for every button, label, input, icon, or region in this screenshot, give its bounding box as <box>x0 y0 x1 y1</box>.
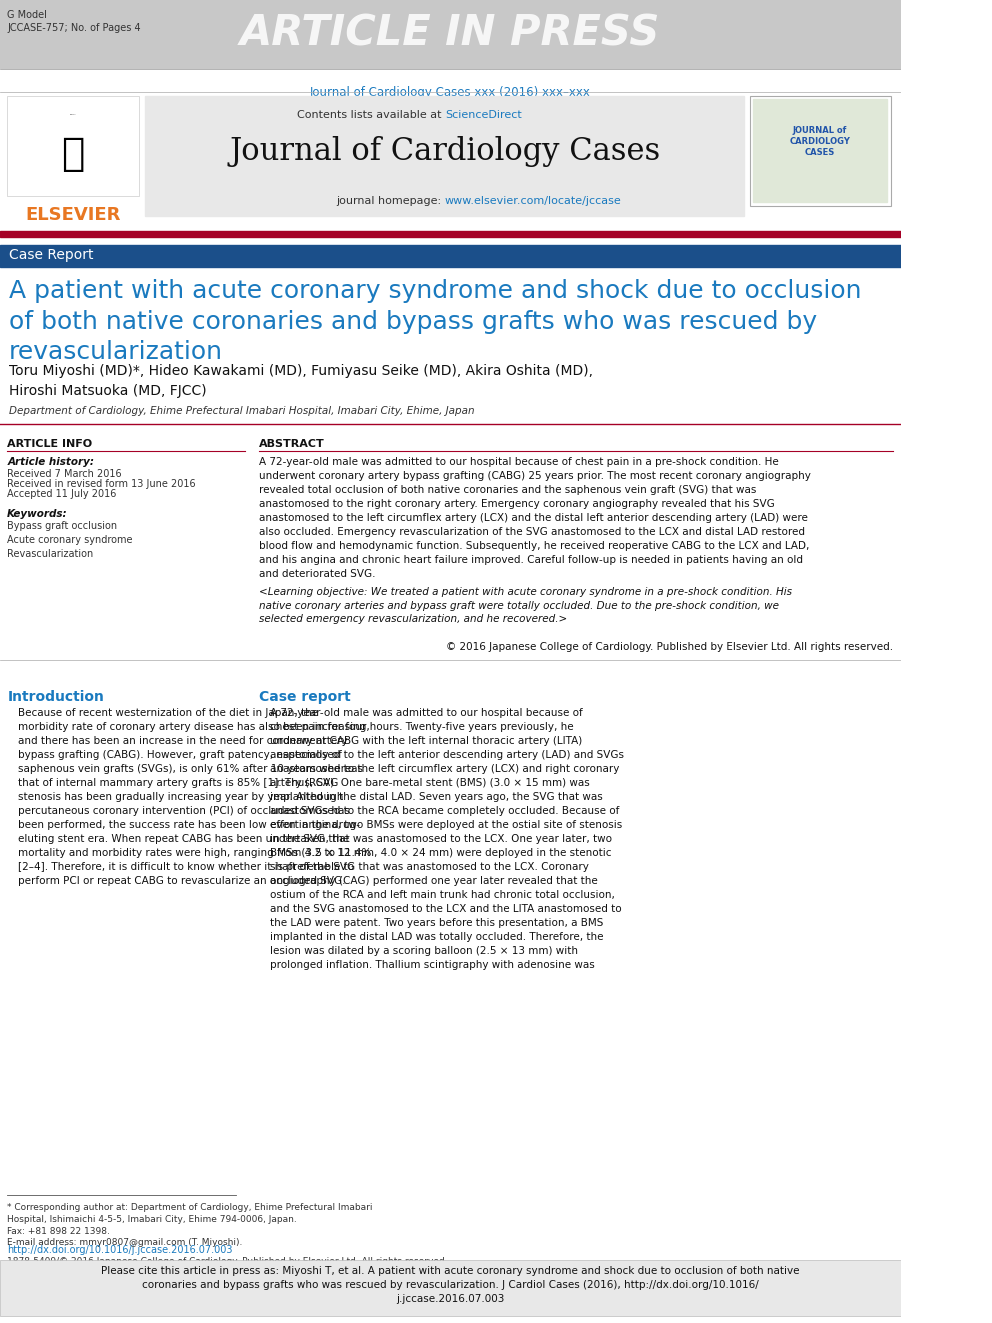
Text: ELSEVIER: ELSEVIER <box>25 206 120 224</box>
Text: G Model
JCCASE-757; No. of Pages 4: G Model JCCASE-757; No. of Pages 4 <box>7 11 141 33</box>
Text: A 72-year-old male was admitted to our hospital because of chest pain in a pre-s: A 72-year-old male was admitted to our h… <box>259 456 810 579</box>
Text: Department of Cardiology, Ehime Prefectural Imabari Hospital, Imabari City, Ehim: Department of Cardiology, Ehime Prefectu… <box>9 406 475 415</box>
Text: Journal of Cardiology Cases: Journal of Cardiology Cases <box>229 136 661 167</box>
Text: JOURNAL of
CARDIOLOGY
CASES: JOURNAL of CARDIOLOGY CASES <box>790 126 850 157</box>
Text: ABSTRACT: ABSTRACT <box>259 439 324 448</box>
Text: Case report: Case report <box>259 691 350 704</box>
Bar <box>0 0 901 67</box>
Text: Accepted 11 July 2016: Accepted 11 July 2016 <box>7 490 117 499</box>
Text: journal homepage:: journal homepage: <box>336 196 444 206</box>
Text: A 72-year-old male was admitted to our hospital because of
chest pain for four h: A 72-year-old male was admitted to our h… <box>270 708 624 970</box>
Text: Received 7 March 2016: Received 7 March 2016 <box>7 468 122 479</box>
Text: <Learning objective: We treated a patient with acute coronary syndrome in a pre-: <Learning objective: We treated a patien… <box>259 587 792 624</box>
Text: ScienceDirect: ScienceDirect <box>444 110 522 120</box>
Text: Keywords:: Keywords: <box>7 509 67 519</box>
Text: 1878-5409/© 2016 Japanese College of Cardiology. Published by Elsevier Ltd. All : 1878-5409/© 2016 Japanese College of Car… <box>7 1257 447 1266</box>
Text: Case Report: Case Report <box>9 247 93 262</box>
Bar <box>0 1259 901 1316</box>
Text: © 2016 Japanese College of Cardiology. Published by Elsevier Ltd. All rights res: © 2016 Japanese College of Cardiology. P… <box>446 642 893 652</box>
Text: ARTICLE INFO: ARTICLE INFO <box>7 439 92 448</box>
Text: A patient with acute coronary syndrome and shock due to occlusion
of both native: A patient with acute coronary syndrome a… <box>9 279 862 364</box>
Text: Because of recent westernization of the diet in Japan, the
morbidity rate of cor: Because of recent westernization of the … <box>18 708 372 886</box>
Text: Bypass graft occlusion
Acute coronary syndrome
Revascularization: Bypass graft occlusion Acute coronary sy… <box>7 521 133 560</box>
Text: Introduction: Introduction <box>7 691 104 704</box>
Bar <box>0 232 901 237</box>
Text: Journal of Cardiology Cases xxx (2016) xxx–xxx: Journal of Cardiology Cases xxx (2016) x… <box>310 86 590 99</box>
Text: Received in revised form 13 June 2016: Received in revised form 13 June 2016 <box>7 479 195 490</box>
Text: * Corresponding author at: Department of Cardiology, Ehime Prefectural Imabari
H: * Corresponding author at: Department of… <box>7 1203 373 1248</box>
Text: Toru Miyoshi (MD)*, Hideo Kawakami (MD), Fumiyasu Seike (MD), Akira Oshita (MD),: Toru Miyoshi (MD)*, Hideo Kawakami (MD),… <box>9 364 593 397</box>
Text: www.elsevier.com/locate/jccase: www.elsevier.com/locate/jccase <box>444 196 622 206</box>
Text: ARTICLE IN PRESS: ARTICLE IN PRESS <box>240 13 661 56</box>
Text: http://dx.doi.org/10.1016/j.jccase.2016.07.003: http://dx.doi.org/10.1016/j.jccase.2016.… <box>7 1245 233 1256</box>
Text: Please cite this article in press as: Miyoshi T, et al. A patient with acute cor: Please cite this article in press as: Mi… <box>101 1266 800 1304</box>
Bar <box>145 97 744 216</box>
Text: 🌳: 🌳 <box>61 135 84 173</box>
Text: Article history:: Article history: <box>7 456 94 467</box>
Bar <box>754 99 887 202</box>
Bar <box>7 97 139 196</box>
Bar <box>750 97 891 206</box>
Bar <box>0 245 901 267</box>
Text: Contents lists available at: Contents lists available at <box>297 110 444 120</box>
